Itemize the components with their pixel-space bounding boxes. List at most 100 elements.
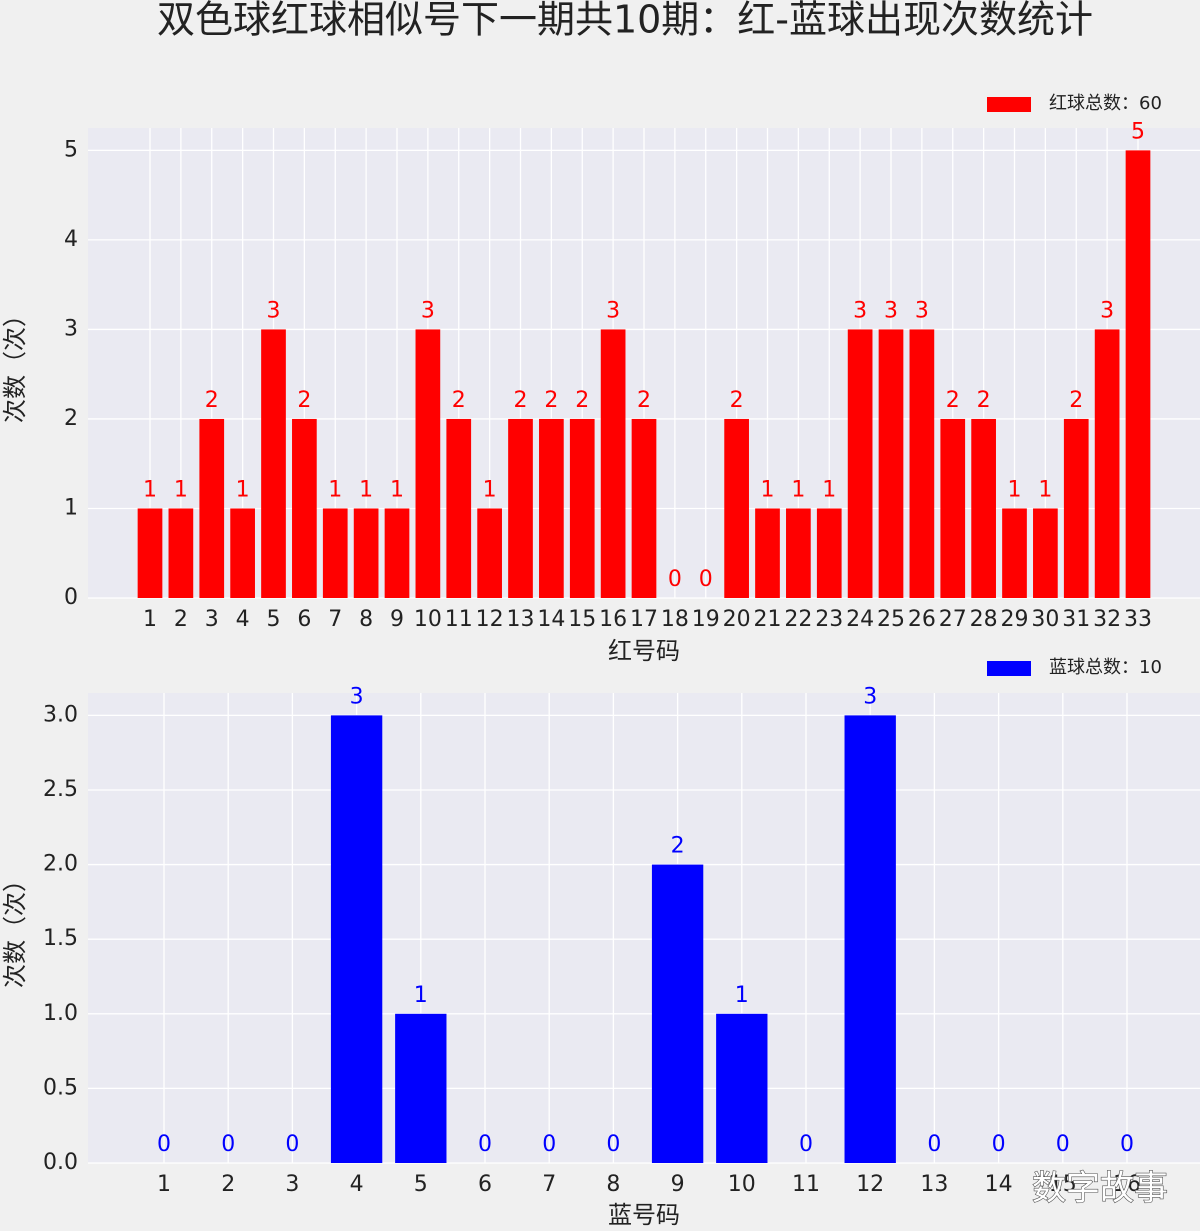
bar — [878, 329, 904, 598]
bar — [230, 508, 255, 598]
bar — [168, 508, 194, 598]
x-tick-label: 1 — [157, 1172, 171, 1197]
plot-area — [88, 693, 1200, 1163]
legend-swatch — [987, 97, 1031, 112]
x-tick-label: 26 — [908, 607, 936, 632]
data-label: 1 — [236, 477, 250, 502]
x-tick-label: 15 — [568, 607, 596, 632]
x-tick-label: 16 — [599, 607, 627, 632]
legend-swatch — [987, 661, 1031, 676]
bar — [716, 1013, 768, 1163]
data-label: 1 — [761, 477, 775, 502]
bar — [446, 418, 472, 598]
x-tick-label: 16 — [1113, 1172, 1141, 1197]
bar — [786, 508, 811, 598]
x-tick-label: 10 — [728, 1172, 756, 1197]
data-label: 0 — [542, 1132, 556, 1157]
x-axis-label: 蓝号码 — [608, 1201, 680, 1229]
y-tick-label: 1.5 — [43, 926, 78, 951]
data-label: 1 — [822, 477, 836, 502]
data-label: 0 — [927, 1132, 941, 1157]
y-tick-label: 2 — [64, 406, 78, 431]
y-tick-label: 2.5 — [43, 777, 78, 802]
bar — [816, 508, 842, 598]
bar — [330, 715, 383, 1163]
data-label: 1 — [1008, 477, 1022, 502]
x-tick-label: 2 — [221, 1172, 235, 1197]
data-label: 1 — [143, 477, 157, 502]
x-tick-label: 5 — [414, 1172, 428, 1197]
data-label: 1 — [390, 477, 404, 502]
data-label: 2 — [977, 388, 991, 413]
bar — [137, 508, 163, 598]
x-tick-label: 33 — [1124, 607, 1152, 632]
data-label: 0 — [606, 1132, 620, 1157]
x-tick-label: 15 — [1049, 1172, 1077, 1197]
x-tick-label: 22 — [784, 607, 812, 632]
data-label: 3 — [884, 298, 898, 323]
data-label: 2 — [205, 388, 219, 413]
x-tick-label: 8 — [606, 1172, 620, 1197]
bar — [1002, 508, 1027, 598]
x-tick-label: 3 — [205, 607, 219, 632]
y-tick-label: 2.0 — [43, 852, 78, 877]
data-label: 3 — [1100, 298, 1114, 323]
legend-label: 红球总数：60 — [1049, 93, 1162, 114]
bar — [847, 329, 873, 598]
data-label: 0 — [285, 1132, 299, 1157]
y-tick-label: 4 — [64, 227, 78, 252]
x-tick-label: 9 — [671, 1172, 685, 1197]
y-axis-label: 次数（次） — [1, 303, 29, 423]
x-tick-label: 14 — [537, 607, 565, 632]
bar — [569, 418, 595, 598]
bar — [261, 329, 286, 598]
data-label: 1 — [174, 477, 188, 502]
data-label: 3 — [421, 298, 435, 323]
x-axis-label: 红号码 — [608, 637, 680, 665]
x-tick-label: 25 — [877, 607, 905, 632]
data-label: 1 — [791, 477, 805, 502]
data-label: 3 — [853, 298, 867, 323]
data-label: 2 — [730, 388, 744, 413]
data-label: 3 — [863, 684, 877, 709]
data-label: 0 — [478, 1132, 492, 1157]
data-label: 2 — [637, 388, 651, 413]
data-label: 0 — [699, 567, 713, 592]
data-label: 3 — [267, 298, 281, 323]
y-tick-label: 3 — [64, 316, 78, 341]
data-label: 1 — [328, 477, 342, 502]
x-tick-label: 6 — [478, 1172, 492, 1197]
bar — [292, 418, 317, 598]
y-tick-label: 0.0 — [43, 1150, 78, 1175]
bar — [353, 508, 379, 598]
y-axis-label: 次数（次） — [1, 868, 29, 988]
legend-label: 蓝球总数：10 — [1049, 657, 1162, 678]
x-tick-label: 30 — [1031, 607, 1059, 632]
y-tick-label: 1 — [64, 495, 78, 520]
x-tick-label: 12 — [856, 1172, 884, 1197]
x-tick-label: 29 — [1001, 607, 1029, 632]
x-tick-label: 32 — [1093, 607, 1121, 632]
y-tick-label: 0 — [64, 585, 78, 610]
bar — [508, 418, 533, 598]
x-tick-label: 7 — [328, 607, 342, 632]
data-label: 0 — [157, 1132, 171, 1157]
bar — [384, 508, 410, 598]
data-label: 2 — [297, 388, 311, 413]
data-label: 1 — [1038, 477, 1052, 502]
bar — [1125, 150, 1151, 598]
x-tick-label: 23 — [815, 607, 843, 632]
y-tick-label: 1.0 — [43, 1001, 78, 1026]
x-tick-label: 3 — [285, 1172, 299, 1197]
data-label: 2 — [514, 388, 528, 413]
data-label: 0 — [799, 1132, 813, 1157]
data-label: 1 — [735, 983, 749, 1008]
x-tick-label: 11 — [445, 607, 473, 632]
bar — [477, 508, 502, 598]
data-label: 3 — [606, 298, 620, 323]
bar — [844, 715, 896, 1163]
x-tick-label: 14 — [985, 1172, 1013, 1197]
bar — [199, 418, 225, 598]
x-tick-label: 4 — [236, 607, 250, 632]
